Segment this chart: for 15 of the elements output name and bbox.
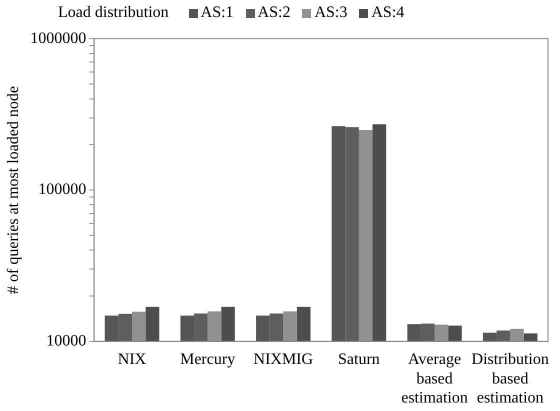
legend-label: AS:3 — [314, 4, 348, 22]
x-tick-label: Saturn — [338, 351, 380, 368]
y-tick-label: 10000 — [46, 332, 86, 350]
y-axis-title: # of queries at most loaded node — [4, 86, 22, 294]
legend-title: Load distribution — [58, 4, 169, 22]
x-tick-label: Distribution based estimation — [472, 351, 549, 407]
y-tick-label: 1000000 — [30, 30, 86, 47]
x-tick-label: NIXMIG — [254, 351, 314, 368]
x-tick-label: Average based estimation — [401, 351, 468, 407]
legend-label: AS:2 — [258, 4, 290, 22]
legend-label: AS:4 — [371, 4, 404, 22]
x-tick-label: NIX — [118, 351, 147, 368]
y-tick-label: 100000 — [38, 181, 86, 198]
legend-label: AS:1 — [200, 4, 234, 22]
x-tick-label: Mercury — [180, 351, 236, 368]
